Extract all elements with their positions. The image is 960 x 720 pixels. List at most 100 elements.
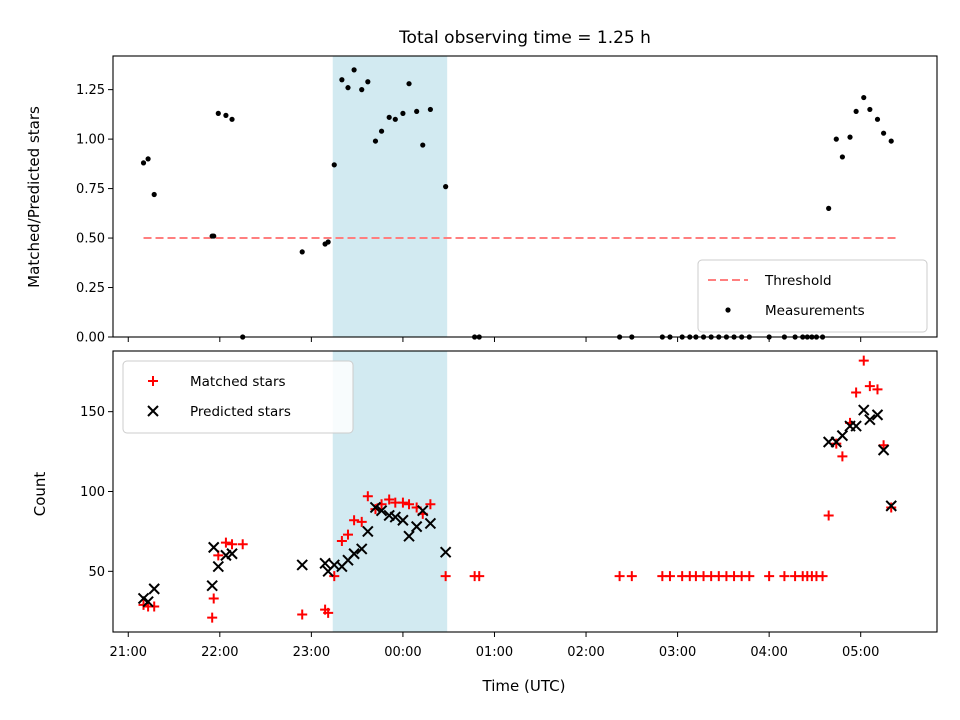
legend-label: Threshold bbox=[764, 273, 832, 289]
data-point bbox=[406, 81, 412, 87]
y-tick-label: 100 bbox=[80, 485, 105, 500]
data-point bbox=[417, 504, 429, 517]
data-point bbox=[831, 438, 842, 449]
y-tick-label: 0.00 bbox=[76, 331, 105, 346]
legend: Threshold Measurements bbox=[697, 259, 928, 333]
data-point bbox=[356, 516, 367, 527]
data-point bbox=[223, 112, 229, 118]
data-point bbox=[425, 499, 436, 510]
data-point bbox=[392, 116, 398, 122]
axes-frame bbox=[112, 55, 938, 338]
legend-label: Matched stars bbox=[190, 374, 286, 390]
data-point bbox=[867, 106, 873, 113]
data-point bbox=[329, 571, 340, 582]
data-point bbox=[439, 546, 452, 558]
data-point bbox=[369, 501, 382, 514]
data-point bbox=[151, 191, 157, 198]
chart-title: Total observing time = 1.25 h bbox=[398, 28, 651, 48]
data-point bbox=[664, 571, 675, 582]
data-point bbox=[833, 136, 839, 142]
data-point bbox=[323, 607, 334, 618]
x-axis-label: Time (UTC) bbox=[482, 677, 566, 695]
data-point bbox=[858, 404, 870, 416]
data-point bbox=[359, 87, 365, 93]
data-point bbox=[362, 525, 374, 538]
data-point bbox=[299, 249, 305, 255]
data-point bbox=[397, 514, 409, 526]
data-point bbox=[145, 156, 151, 162]
legend-handle bbox=[725, 307, 731, 313]
y-tick-label: 50 bbox=[88, 565, 105, 580]
data-point bbox=[427, 106, 433, 113]
data-point bbox=[212, 560, 224, 573]
x-tick-label: 02:00 bbox=[567, 645, 604, 660]
data-point bbox=[861, 94, 867, 101]
data-point bbox=[226, 548, 238, 560]
data-point bbox=[356, 543, 368, 555]
data-point bbox=[850, 420, 862, 432]
data-point bbox=[839, 154, 845, 160]
data-point bbox=[851, 387, 862, 398]
data-point bbox=[864, 413, 876, 426]
data-point bbox=[779, 571, 790, 582]
top-y-axis-label: Matched/Predicted stars bbox=[25, 106, 43, 288]
x-tick-label: 03:00 bbox=[659, 645, 696, 660]
data-point bbox=[384, 494, 395, 505]
data-point bbox=[614, 571, 625, 582]
data-point bbox=[474, 571, 485, 582]
data-point bbox=[871, 409, 884, 421]
data-point bbox=[880, 130, 887, 136]
data-point bbox=[215, 110, 221, 116]
data-point bbox=[297, 609, 308, 620]
data-point bbox=[823, 510, 834, 521]
data-point bbox=[372, 138, 379, 144]
legend-box bbox=[122, 360, 354, 434]
data-point bbox=[296, 559, 308, 571]
data-point bbox=[148, 583, 160, 595]
series-measurements bbox=[140, 67, 894, 340]
legend-box bbox=[697, 259, 928, 333]
data-point bbox=[400, 110, 406, 116]
data-point bbox=[378, 128, 385, 134]
highlight-band bbox=[332, 56, 448, 337]
data-point bbox=[397, 497, 408, 508]
data-point bbox=[211, 233, 217, 239]
data-point bbox=[403, 530, 415, 542]
data-point bbox=[362, 491, 373, 502]
data-point bbox=[208, 593, 219, 604]
data-point bbox=[339, 77, 345, 83]
data-point bbox=[853, 108, 859, 115]
data-point bbox=[877, 444, 890, 456]
data-point bbox=[885, 500, 897, 512]
data-point bbox=[375, 504, 388, 517]
data-point bbox=[847, 134, 853, 140]
data-point bbox=[345, 85, 351, 91]
data-point bbox=[443, 184, 449, 190]
data-point bbox=[858, 355, 869, 366]
data-point bbox=[149, 601, 160, 612]
data-point bbox=[349, 515, 360, 526]
data-point bbox=[420, 142, 426, 148]
data-point bbox=[140, 160, 147, 166]
data-point bbox=[440, 571, 451, 582]
data-point bbox=[336, 535, 347, 546]
data-point bbox=[886, 502, 897, 513]
x-tick-label: 23:00 bbox=[293, 645, 330, 660]
series-predicted-stars bbox=[137, 404, 897, 608]
top-panel: 0.00 0.25 0.50 0.75 1.00 1.25 Threshold Measure… bbox=[76, 55, 938, 346]
y-tick-label: 1.25 bbox=[76, 83, 105, 98]
legend-label: Predicted stars bbox=[190, 404, 291, 420]
data-point bbox=[365, 79, 371, 85]
y-tick-label: 150 bbox=[80, 405, 105, 420]
data-point bbox=[237, 539, 248, 550]
data-point bbox=[826, 205, 832, 211]
data-point bbox=[342, 529, 353, 540]
data-point bbox=[836, 429, 849, 442]
data-point bbox=[331, 162, 337, 168]
data-point bbox=[888, 138, 894, 144]
data-point bbox=[229, 116, 235, 122]
data-point bbox=[864, 381, 875, 392]
data-point bbox=[319, 557, 331, 570]
